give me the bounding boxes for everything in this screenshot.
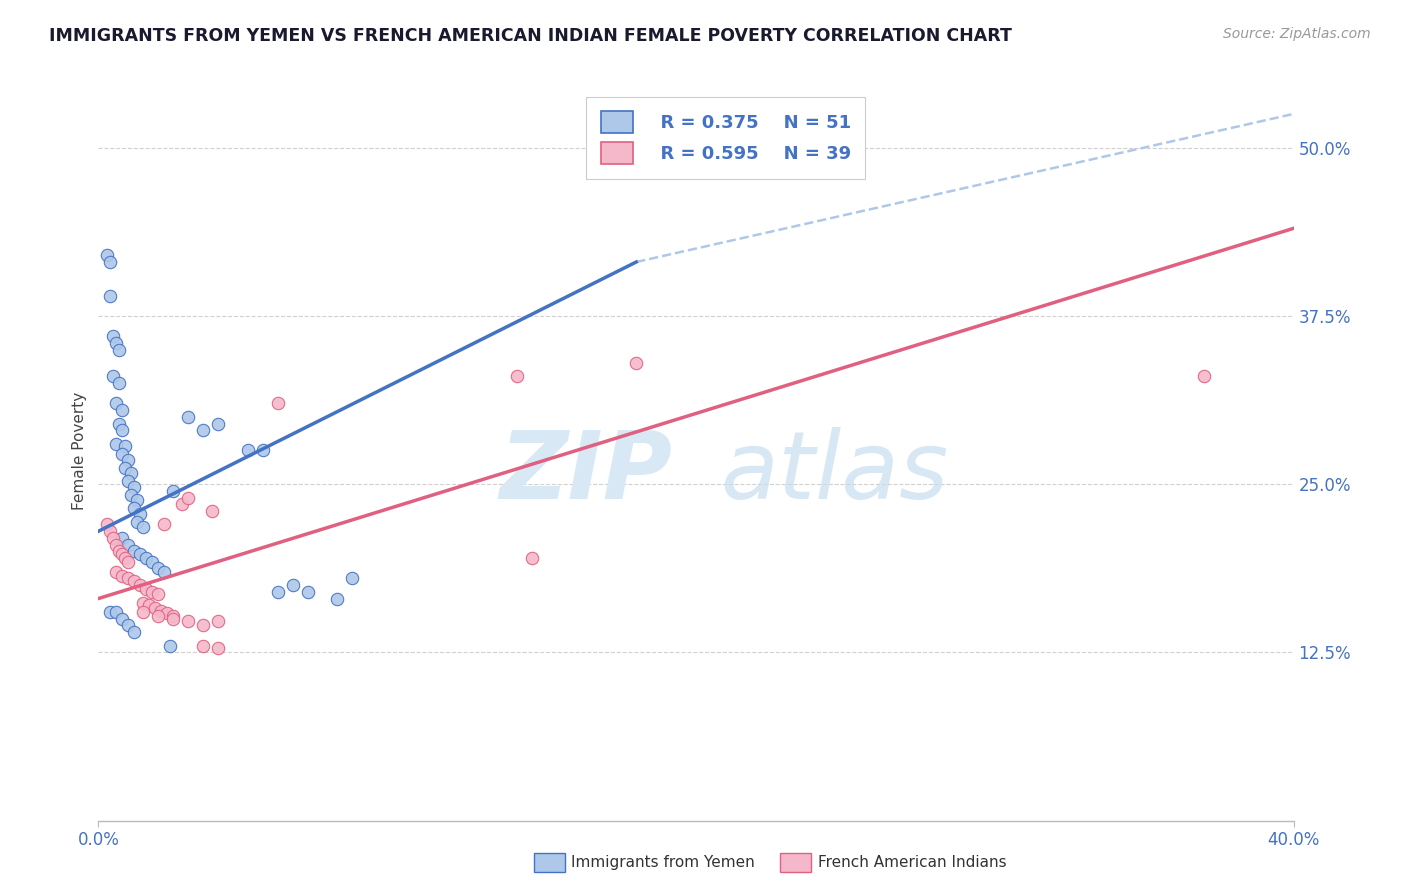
Point bbox=[520, 551, 543, 566]
Point bbox=[129, 578, 152, 592]
Point bbox=[141, 584, 163, 599]
Point bbox=[138, 599, 160, 613]
Point bbox=[150, 604, 173, 618]
Point bbox=[135, 551, 157, 566]
Point bbox=[98, 605, 122, 619]
Point bbox=[124, 625, 146, 640]
Point bbox=[326, 591, 349, 606]
Point bbox=[162, 612, 184, 626]
Point bbox=[191, 639, 214, 653]
Text: Source: ZipAtlas.com: Source: ZipAtlas.com bbox=[1223, 27, 1371, 41]
Point bbox=[105, 538, 128, 552]
Point bbox=[162, 609, 184, 624]
Point bbox=[177, 409, 200, 424]
Point bbox=[111, 612, 134, 626]
Point bbox=[135, 582, 157, 596]
Point bbox=[124, 574, 146, 588]
Point bbox=[103, 329, 125, 343]
Point bbox=[267, 584, 290, 599]
Point bbox=[143, 601, 166, 615]
Point bbox=[105, 335, 128, 350]
Point bbox=[506, 369, 529, 384]
Point bbox=[111, 568, 134, 582]
Point bbox=[120, 488, 142, 502]
Point bbox=[103, 531, 125, 545]
Y-axis label: Female Poverty: Female Poverty bbox=[72, 392, 87, 509]
Point bbox=[281, 578, 304, 592]
Point bbox=[111, 448, 134, 462]
Point bbox=[252, 443, 274, 458]
Point bbox=[127, 515, 149, 529]
Point bbox=[153, 565, 176, 579]
Point bbox=[114, 461, 136, 475]
Point bbox=[1192, 369, 1215, 384]
Point bbox=[105, 436, 128, 450]
Point bbox=[98, 255, 122, 269]
Point bbox=[148, 609, 170, 624]
Point bbox=[108, 376, 131, 391]
Point bbox=[111, 423, 134, 437]
Point bbox=[129, 547, 152, 561]
Point bbox=[148, 560, 170, 574]
Text: IMMIGRANTS FROM YEMEN VS FRENCH AMERICAN INDIAN FEMALE POVERTY CORRELATION CHART: IMMIGRANTS FROM YEMEN VS FRENCH AMERICAN… bbox=[49, 27, 1012, 45]
Point bbox=[236, 443, 259, 458]
Text: atlas: atlas bbox=[720, 427, 948, 518]
Point bbox=[117, 453, 139, 467]
Point bbox=[108, 343, 131, 357]
Point bbox=[96, 517, 118, 532]
Point bbox=[191, 423, 214, 437]
Point bbox=[207, 641, 229, 656]
Point bbox=[177, 615, 200, 629]
Point bbox=[132, 520, 155, 534]
Point bbox=[124, 480, 146, 494]
Point bbox=[207, 615, 229, 629]
Point bbox=[129, 507, 152, 521]
Point bbox=[105, 565, 128, 579]
Legend:   R = 0.375    N = 51,   R = 0.595    N = 39: R = 0.375 N = 51, R = 0.595 N = 39 bbox=[586, 96, 865, 178]
Point bbox=[626, 356, 648, 370]
Point bbox=[201, 504, 224, 518]
Point bbox=[297, 584, 319, 599]
Point bbox=[111, 547, 134, 561]
Point bbox=[117, 538, 139, 552]
Point bbox=[117, 618, 139, 632]
Point bbox=[267, 396, 290, 410]
Point bbox=[148, 587, 170, 601]
Point bbox=[132, 596, 155, 610]
Text: French American Indians: French American Indians bbox=[818, 855, 1007, 870]
Point bbox=[207, 417, 229, 431]
Point bbox=[132, 605, 155, 619]
Point bbox=[103, 369, 125, 384]
Point bbox=[342, 571, 364, 585]
Point bbox=[124, 544, 146, 558]
Text: Immigrants from Yemen: Immigrants from Yemen bbox=[571, 855, 755, 870]
Point bbox=[108, 544, 131, 558]
Point bbox=[162, 483, 184, 498]
Text: ZIP: ZIP bbox=[499, 426, 672, 518]
Point bbox=[114, 551, 136, 566]
Point bbox=[159, 639, 181, 653]
Point bbox=[177, 491, 200, 505]
Point bbox=[111, 403, 134, 417]
Point bbox=[117, 555, 139, 569]
Point bbox=[124, 501, 146, 516]
Point bbox=[98, 524, 122, 539]
Point bbox=[117, 571, 139, 585]
Point bbox=[127, 493, 149, 508]
Point bbox=[96, 248, 118, 262]
Point bbox=[105, 396, 128, 410]
Point bbox=[105, 605, 128, 619]
Point bbox=[156, 607, 179, 621]
Point bbox=[108, 417, 131, 431]
Point bbox=[117, 475, 139, 489]
Point bbox=[114, 439, 136, 453]
Point bbox=[172, 497, 194, 511]
Point bbox=[98, 288, 122, 302]
Point bbox=[153, 517, 176, 532]
Point bbox=[111, 531, 134, 545]
Point bbox=[191, 618, 214, 632]
Point bbox=[120, 467, 142, 481]
Point bbox=[141, 555, 163, 569]
